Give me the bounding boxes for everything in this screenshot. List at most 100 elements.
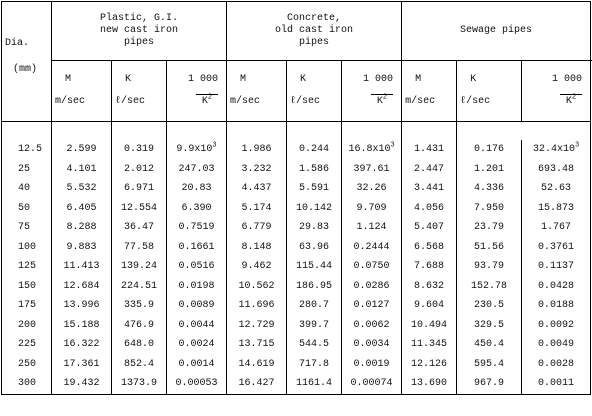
denominator-exponent: 2 — [382, 93, 388, 102]
data-row: 225 16.322 648.0 0.0024 13.715 544.5 0.0034 11.… — [1, 335, 592, 355]
dia-cell: 40 — [1, 179, 52, 199]
column-header: 1 000 K2 — [521, 60, 592, 122]
value-cell: 967.9 — [456, 374, 523, 394]
value-cell: 29.83 — [286, 218, 343, 238]
value-cell: 6.390 — [165, 198, 228, 218]
value-cell: 3.232 — [226, 159, 288, 179]
dia-unit: (mm) — [13, 64, 38, 75]
column-symbol: K — [470, 74, 477, 85]
dia-cell: 300 — [1, 374, 52, 394]
spacer — [1, 121, 52, 140]
value-cell: 63.96 — [286, 237, 343, 257]
spacer-row — [1, 121, 592, 140]
value-cell: 0.0127 — [341, 296, 403, 316]
fraction-numerator: 1 000 — [188, 74, 219, 85]
value-cell: 0.0428 — [521, 276, 592, 296]
value-cell: 335.9 — [111, 296, 167, 316]
value-cell: 0.2444 — [341, 237, 403, 257]
dia-cell: 75 — [1, 218, 52, 238]
denominator-base: K — [565, 96, 572, 107]
column-symbol: K — [125, 74, 132, 85]
value-cell: 16.322 — [51, 335, 112, 355]
value-cell: 247.03 — [165, 159, 228, 179]
group-header: Concrete, old cast iron pipes — [226, 1, 403, 61]
value-cell: 0.176 — [456, 140, 523, 160]
value-cell: 0.0062 — [341, 315, 403, 335]
value-cell: 11.345 — [401, 335, 458, 355]
value-cell: 0.1137 — [521, 257, 592, 277]
column-unit: ℓ/sec — [460, 96, 491, 107]
spacer — [341, 121, 403, 140]
denominator-base: K — [376, 96, 383, 107]
value-cell: 152.78 — [456, 276, 523, 296]
value-cell: 8.288 — [51, 218, 112, 238]
spacer — [111, 121, 167, 140]
value-cell: 0.3761 — [521, 237, 592, 257]
group-line: Plastic, G.I. — [100, 13, 179, 24]
value-cell: 20.83 — [165, 179, 228, 199]
value-cell: 32.4x103 — [521, 140, 592, 160]
value-cell: 2.012 — [111, 159, 167, 179]
value-cell: 32.26 — [341, 179, 403, 199]
value-cell: 15.188 — [51, 315, 112, 335]
value-cell: 717.8 — [286, 354, 343, 374]
value-cell: 230.5 — [456, 296, 523, 316]
value-cell: 0.0014 — [165, 354, 228, 374]
data-row: 300 19.432 1373.9 0.00053 16.427 1161.4 0.0007… — [1, 374, 592, 394]
value-cell: 16.427 — [226, 374, 288, 394]
spacer — [401, 121, 458, 140]
value-cell: 0.0011 — [521, 374, 592, 394]
value-cell: 450.4 — [456, 335, 523, 355]
group-header: Sewage pipes — [401, 1, 592, 61]
fraction-denominator: K2 — [370, 93, 394, 109]
spacer — [456, 121, 592, 140]
value-cell: 15.873 — [521, 198, 592, 218]
column-unit: ℓ/sec — [290, 96, 321, 107]
data-row: 125 11.413 139.24 0.0516 9.462 115.44 0.0750 7.… — [1, 257, 592, 277]
value-cell: 0.0092 — [521, 315, 592, 335]
value-cell: 13.690 — [401, 374, 458, 394]
dia-cell: 125 — [1, 257, 52, 277]
value-cell: 139.24 — [111, 257, 167, 277]
data-row: 75 8.288 36.47 0.7519 6.779 29.83 1.124 5.407 23… — [1, 218, 592, 238]
value-cell: 5.174 — [226, 198, 288, 218]
value-cell: 93.79 — [456, 257, 523, 277]
value-cell: 0.244 — [286, 140, 343, 160]
column-symbol: M — [240, 74, 247, 85]
value-cell: 2.599 — [51, 140, 112, 160]
data-row: 40 5.532 6.971 20.83 4.437 5.591 32.26 3.441 4.3… — [1, 179, 592, 199]
value-exponent: 3 — [390, 141, 395, 150]
value-cell: 10.494 — [401, 315, 458, 335]
value-cell: 6.405 — [51, 198, 112, 218]
value-cell: 280.7 — [286, 296, 343, 316]
value-cell: 595.4 — [456, 354, 523, 374]
data-row: 200 15.188 476.9 0.0044 12.729 399.7 0.0062 10.… — [1, 315, 592, 335]
value-cell: 8.148 — [226, 237, 288, 257]
value-cell: 115.44 — [286, 257, 343, 277]
spacer — [165, 121, 228, 140]
column-symbol: K — [300, 74, 307, 85]
value-cell: 6.779 — [226, 218, 288, 238]
denominator-exponent: 2 — [207, 93, 213, 102]
value-cell: 0.00053 — [165, 374, 228, 394]
value-cell: 1.586 — [286, 159, 343, 179]
value-cell: 19.432 — [51, 374, 112, 394]
data-row: 250 17.361 852.4 0.0014 14.619 717.8 0.0019 12.… — [1, 354, 592, 374]
group-header: Plastic, G.I. new cast iron pipes — [50, 1, 228, 61]
dia-cell: 175 — [1, 296, 52, 316]
fraction-denominator: K2 — [195, 93, 219, 109]
data-row: 150 12.684 224.51 0.0198 10.562 186.95 0.0286 8… — [1, 276, 592, 296]
value-cell: 14.619 — [226, 354, 288, 374]
value-cell: 399.7 — [286, 315, 343, 335]
dia-cell: 250 — [1, 354, 52, 374]
value-cell: 6.568 — [401, 237, 458, 257]
value-cell: 51.56 — [456, 237, 523, 257]
fraction-denominator: K2 — [559, 94, 583, 109]
dia-cell: 50 — [1, 198, 52, 218]
group-line: Concrete, — [287, 13, 342, 24]
value-cell: 0.0028 — [521, 354, 592, 374]
